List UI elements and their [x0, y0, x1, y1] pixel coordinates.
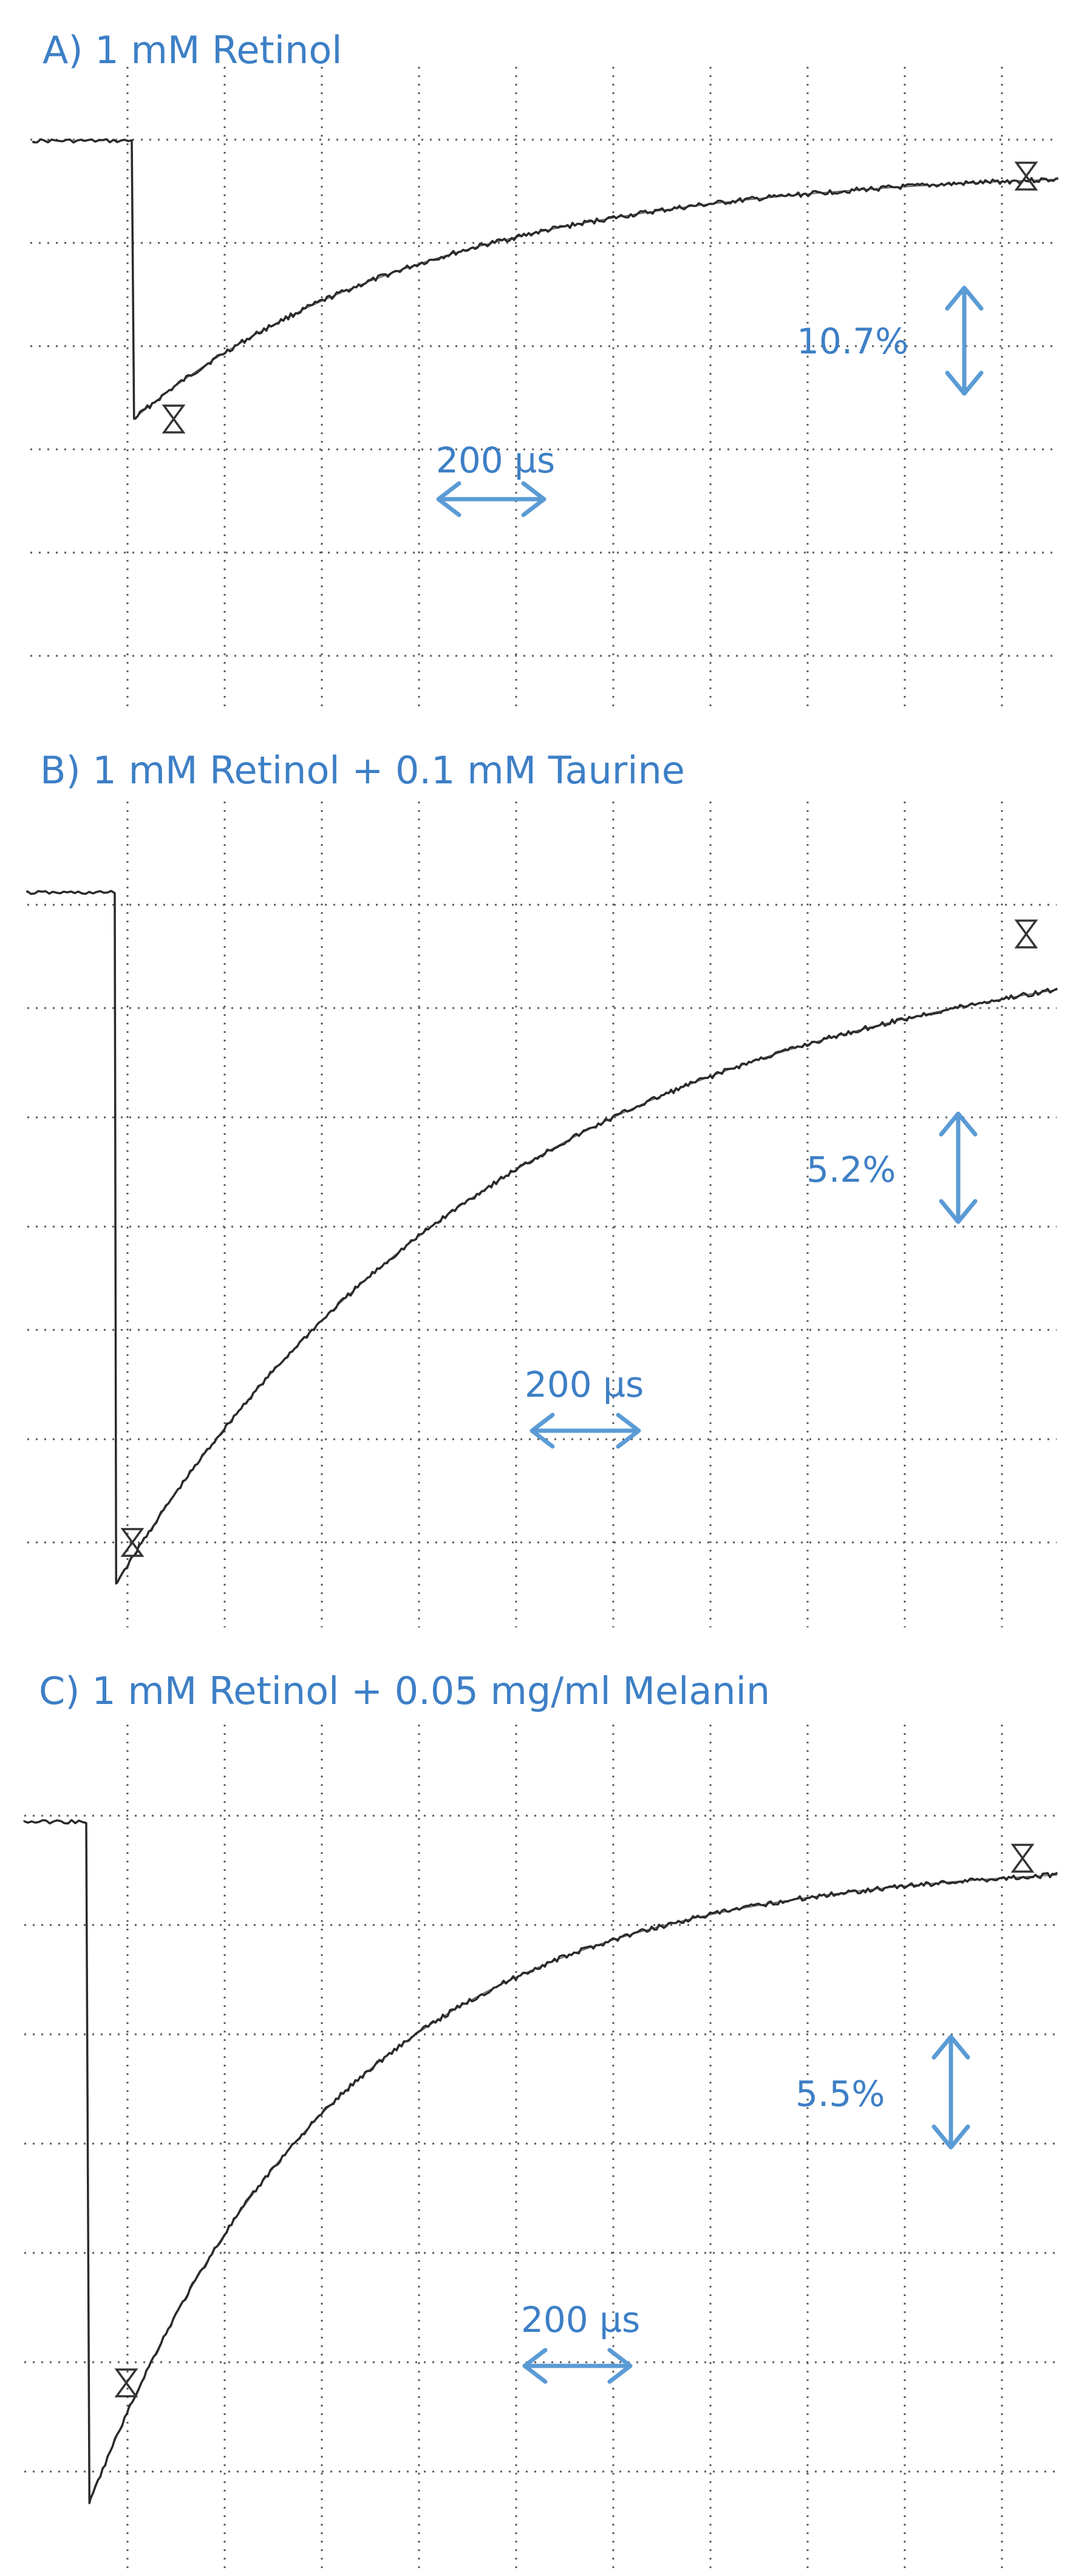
- panel-c-amplitude-label: 5.5%: [795, 2073, 885, 2114]
- panel-a-timescale-label: 200 µs: [436, 440, 555, 481]
- panel-b-timescale-arrow: [529, 1412, 641, 1449]
- panel-c: C) 1 mM Retinol + 0.05 mg/ml Melanin 5.5…: [23, 1669, 1058, 2569]
- panel-b-timescale-label: 200 µs: [525, 1364, 644, 1405]
- panel-b-cursor-left: [120, 1528, 145, 1557]
- panel-a-cursor-left: [162, 404, 186, 434]
- panel-a-amplitude-arrow: [945, 285, 984, 396]
- panel-a-title: A) 1 mM Retinol: [43, 28, 342, 72]
- panel-b-grid: [27, 802, 1057, 1627]
- panel-b-title: B) 1 mM Retinol + 0.1 mM Taurine: [40, 748, 685, 792]
- panel-c-timescale-label: 200 µs: [521, 2299, 640, 2340]
- panel-b: B) 1 mM Retinol + 0.1 mM Taurine 5.2% 20…: [26, 748, 1058, 1627]
- panel-c-fit-curve: [89, 1874, 1058, 2504]
- panel-c-title: C) 1 mM Retinol + 0.05 mg/ml Melanin: [39, 1669, 770, 1713]
- panel-b-amplitude-arrow: [939, 1111, 978, 1224]
- panel-c-signal-trace: [23, 1819, 1058, 2504]
- panel-b-amplitude-label: 5.2%: [806, 1149, 896, 1190]
- panel-b-signal-trace: [26, 890, 1058, 1585]
- panel-a-signal-trace: [32, 138, 1058, 420]
- panel-a-timescale-arrow: [436, 481, 547, 517]
- panel-c-amplitude-arrow: [931, 2034, 970, 2150]
- panel-a-grid: [30, 67, 1057, 710]
- panel-a-amplitude-label: 10.7%: [797, 321, 908, 362]
- panel-c-timescale-arrow: [522, 2348, 633, 2384]
- panel-a-fit-curve: [134, 179, 1058, 420]
- panel-b-cursor-right: [1014, 919, 1038, 949]
- panel-a-cursor-right: [1014, 162, 1038, 191]
- panel-c-cursor-left: [114, 2368, 138, 2397]
- panel-c-cursor-right: [1010, 1844, 1035, 1873]
- panel-a: A) 1 mM Retinol 10.7% 200 µs: [30, 28, 1058, 710]
- panel-b-fit-curve: [115, 989, 1058, 1584]
- panel-c-grid: [24, 1725, 1057, 2569]
